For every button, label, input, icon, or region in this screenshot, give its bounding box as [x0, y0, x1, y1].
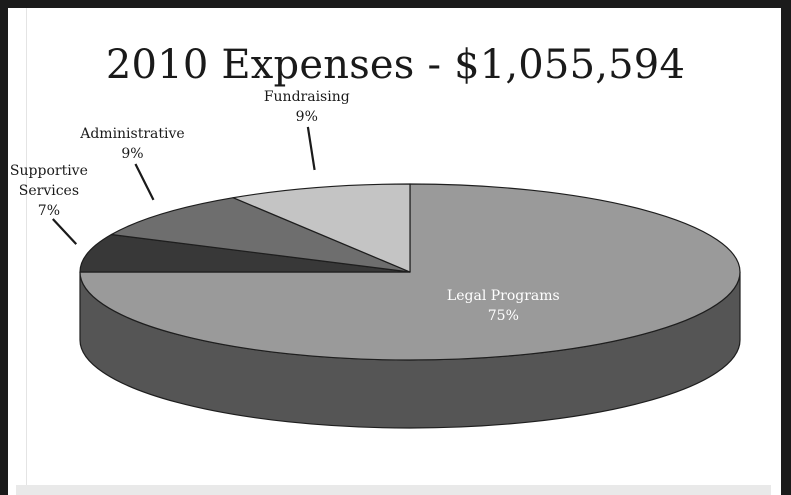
label-line: 9%	[121, 146, 143, 162]
label-line: 9%	[296, 109, 318, 125]
slice-fundraising	[232, 183, 411, 273]
leader-lines	[52, 126, 316, 245]
label-line: 75%	[488, 308, 519, 324]
slide-bottom-strip	[16, 485, 771, 495]
label-line: Legal Programs	[447, 288, 560, 304]
label-line: Fundraising	[264, 89, 350, 105]
leader-line-supportive-services	[52, 218, 78, 245]
label-line: 7%	[38, 203, 60, 219]
slice-supportive-services	[79, 233, 411, 273]
label-legal-programs: Legal Programs 75%	[447, 288, 560, 324]
slice-labels: Legal Programs 75% Supportive Services 7% Adm…	[10, 89, 560, 324]
label-fundraising: Fundraising 9%	[264, 89, 350, 125]
leader-line-fundraising	[306, 126, 316, 171]
pie-top-slices	[79, 183, 741, 361]
leader-line-administrative	[134, 163, 155, 201]
chart-title: 2010 Expenses - $1,055,594	[105, 42, 686, 88]
label-line: Supportive	[10, 163, 88, 179]
slide-inner-rule	[26, 8, 27, 495]
label-supportive-services: Supportive Services 7%	[10, 163, 88, 219]
slice-administrative	[110, 197, 411, 273]
label-line: Services	[19, 183, 79, 199]
label-line: Administrative	[79, 126, 184, 142]
label-administrative: Administrative 9%	[79, 126, 184, 162]
slice-legal-programs	[79, 183, 741, 361]
